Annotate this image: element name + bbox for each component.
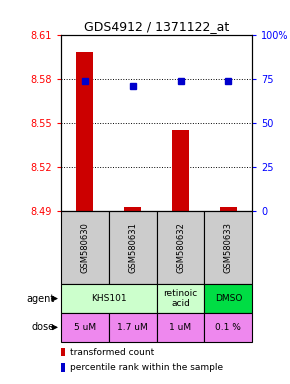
Bar xyxy=(61,284,157,313)
Bar xyxy=(204,313,252,342)
Bar xyxy=(220,207,237,211)
Text: GSM580630: GSM580630 xyxy=(80,222,89,273)
Bar xyxy=(157,313,204,342)
Bar xyxy=(77,52,93,211)
Bar xyxy=(157,211,204,284)
Text: dose: dose xyxy=(32,322,55,333)
Text: 1 uM: 1 uM xyxy=(169,323,192,332)
Text: KHS101: KHS101 xyxy=(91,294,126,303)
Text: DMSO: DMSO xyxy=(215,294,242,303)
Bar xyxy=(172,130,189,211)
Bar xyxy=(204,211,252,284)
Text: GSM580631: GSM580631 xyxy=(128,222,137,273)
Text: retinoic
acid: retinoic acid xyxy=(163,289,198,308)
Bar xyxy=(61,211,109,284)
Bar xyxy=(109,313,157,342)
Text: 1.7 uM: 1.7 uM xyxy=(117,323,148,332)
Text: 0.1 %: 0.1 % xyxy=(215,323,241,332)
Text: agent: agent xyxy=(27,293,55,304)
Text: transformed count: transformed count xyxy=(70,348,154,357)
Text: 5 uM: 5 uM xyxy=(74,323,96,332)
Bar xyxy=(109,211,157,284)
Title: GDS4912 / 1371122_at: GDS4912 / 1371122_at xyxy=(84,20,229,33)
Text: GSM580633: GSM580633 xyxy=(224,222,233,273)
Bar xyxy=(61,313,109,342)
Text: percentile rank within the sample: percentile rank within the sample xyxy=(70,363,223,372)
Bar xyxy=(124,207,141,211)
Bar xyxy=(204,284,252,313)
Text: GSM580632: GSM580632 xyxy=(176,222,185,273)
Bar xyxy=(157,284,204,313)
